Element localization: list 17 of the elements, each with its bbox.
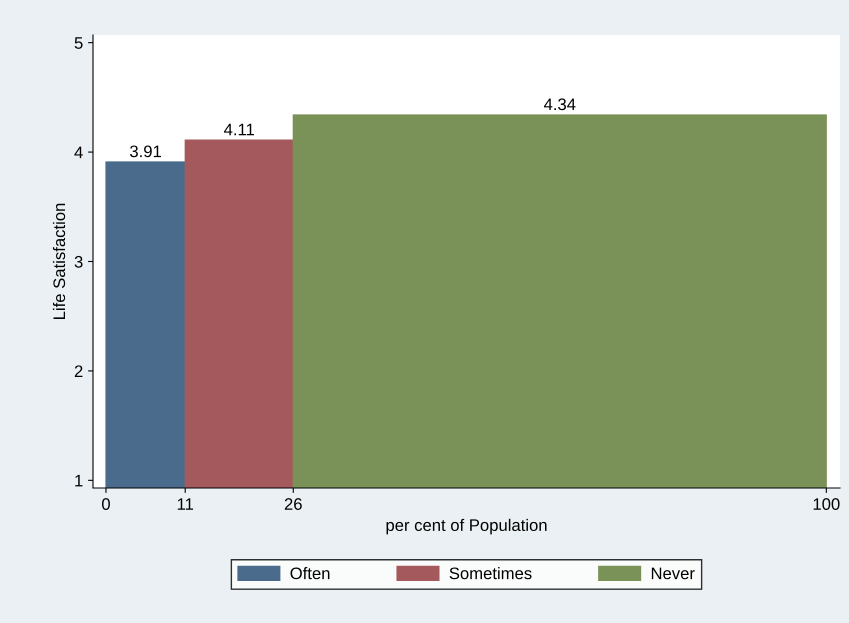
legend-label: Often	[290, 567, 330, 580]
x-tick-label: 100	[814, 498, 840, 510]
legend-label: Never	[652, 568, 695, 580]
x-tick-label: 26	[284, 498, 302, 510]
y-tick-label: 1	[75, 474, 82, 486]
data-label: 4.11	[224, 124, 254, 136]
y-tick-label: 5	[74, 37, 83, 49]
y-axis-title: Life Satisfaction	[52, 204, 66, 319]
y-tick-label: 3	[74, 256, 83, 268]
x-tick-label: 11	[178, 498, 194, 510]
legend-label: Sometimes	[450, 567, 532, 580]
data-label: 4.34	[544, 98, 576, 110]
y-tick-label: 4	[74, 146, 83, 158]
data-label: 3.91	[130, 145, 161, 158]
x-tick-label: 0	[102, 498, 110, 510]
x-axis-title: per cent of Population	[386, 518, 546, 534]
y-tick-label: 2	[74, 365, 82, 377]
